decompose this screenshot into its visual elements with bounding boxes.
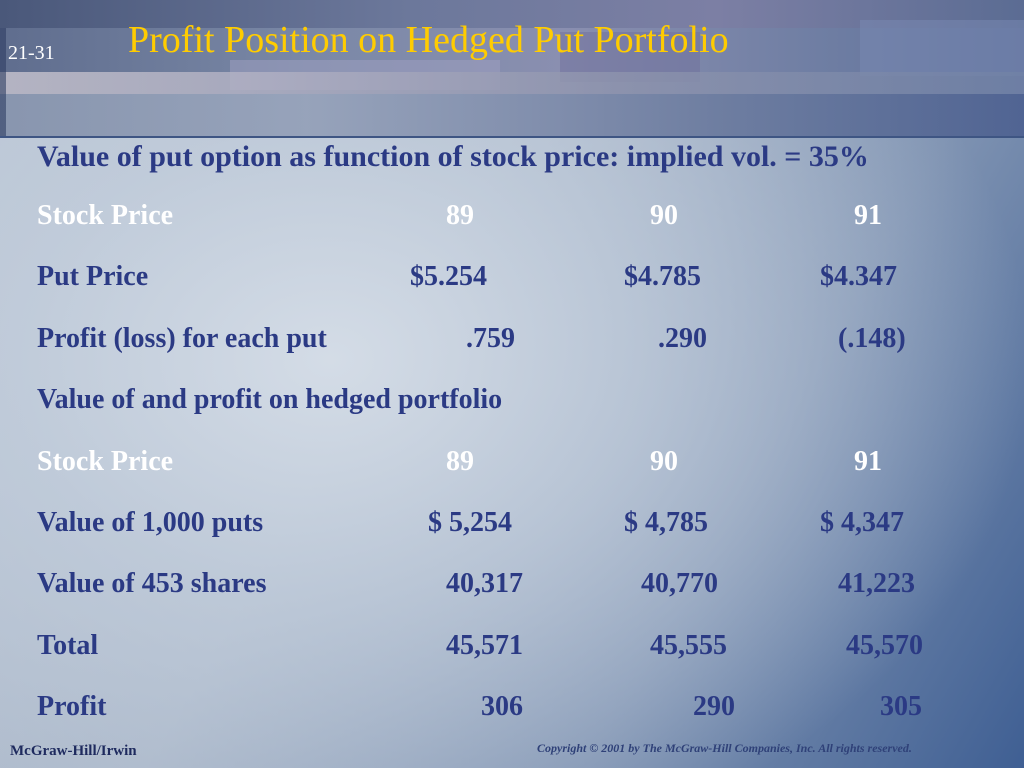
cell-hedge-profit-89: 306	[481, 691, 523, 722]
cell-profit-90: .290	[658, 323, 707, 354]
cell-90: 90	[650, 446, 678, 477]
slide-number: 21-31	[8, 42, 55, 64]
row-label: Total	[37, 630, 99, 661]
cell-91: 91	[854, 446, 882, 477]
row-label: Value of 453 shares	[37, 568, 267, 599]
cell-profit-91: (.148)	[838, 323, 906, 354]
row-label: Profit	[37, 691, 107, 722]
row-profit: Profit 306 290 305	[0, 691, 1024, 731]
row-label: Value of 1,000 puts	[37, 507, 264, 538]
cell-put-91: $4.347	[820, 261, 897, 292]
row-profit-per-put: Profit (loss) for each put .759 .290 (.1…	[0, 323, 1024, 363]
cell-shares-91: 41,223	[838, 568, 915, 599]
row-shares-value: Value of 453 shares 40,317 40,770 41,223	[0, 568, 1024, 608]
cell-put-89: $5.254	[410, 261, 487, 292]
cell-89: 89	[446, 200, 474, 231]
row-stock-price-1: Stock Price 89 90 91	[0, 200, 1024, 240]
publisher-footer: McGraw-Hill/Irwin	[10, 743, 137, 759]
header-stripe	[0, 0, 1024, 28]
cell-put-90: $4.785	[624, 261, 701, 292]
copyright-footer: Copyright © 2001 by The McGraw-Hill Comp…	[537, 741, 912, 755]
cell-profit-89: .759	[466, 323, 515, 354]
cell-shares-90: 40,770	[641, 568, 718, 599]
cell-total-89: 45,571	[446, 630, 523, 661]
header-stripe	[0, 94, 1024, 138]
cell-puts-90: $ 4,785	[624, 507, 708, 538]
cell-total-91: 45,570	[846, 630, 923, 661]
cell-hedge-profit-90: 290	[693, 691, 735, 722]
cell-total-90: 45,555	[650, 630, 727, 661]
header-stripe	[0, 72, 1024, 94]
row-label: Stock Price	[37, 446, 174, 477]
row-put-price: Put Price $5.254 $4.785 $4.347	[0, 261, 1024, 301]
slide-subtitle: Value of put option as function of stock…	[37, 140, 869, 173]
row-label: Put Price	[37, 261, 149, 292]
cell-hedge-profit-91: 305	[880, 691, 922, 722]
row-label: Stock Price	[37, 200, 174, 231]
header-band	[0, 0, 1024, 138]
header-divider	[0, 136, 1024, 138]
header-block	[860, 20, 1024, 76]
row-puts-value: Value of 1,000 puts $ 5,254 $ 4,785 $ 4,…	[0, 507, 1024, 547]
cell-puts-91: $ 4,347	[820, 507, 904, 538]
cell-puts-89: $ 5,254	[428, 507, 512, 538]
cell-shares-89: 40,317	[446, 568, 523, 599]
cell-89: 89	[446, 446, 474, 477]
row-stock-price-2: Stock Price 89 90 91	[0, 446, 1024, 486]
slide-title: Profit Position on Hedged Put Portfolio	[128, 19, 729, 61]
row-total: Total 45,571 45,555 45,570	[0, 630, 1024, 670]
cell-90: 90	[650, 200, 678, 231]
header-left-bar	[0, 28, 6, 136]
section-heading: Value of and profit on hedged portfolio	[0, 384, 1024, 424]
section-heading-text: Value of and profit on hedged portfolio	[37, 384, 503, 415]
row-label: Profit (loss) for each put	[37, 323, 327, 354]
cell-91: 91	[854, 200, 882, 231]
